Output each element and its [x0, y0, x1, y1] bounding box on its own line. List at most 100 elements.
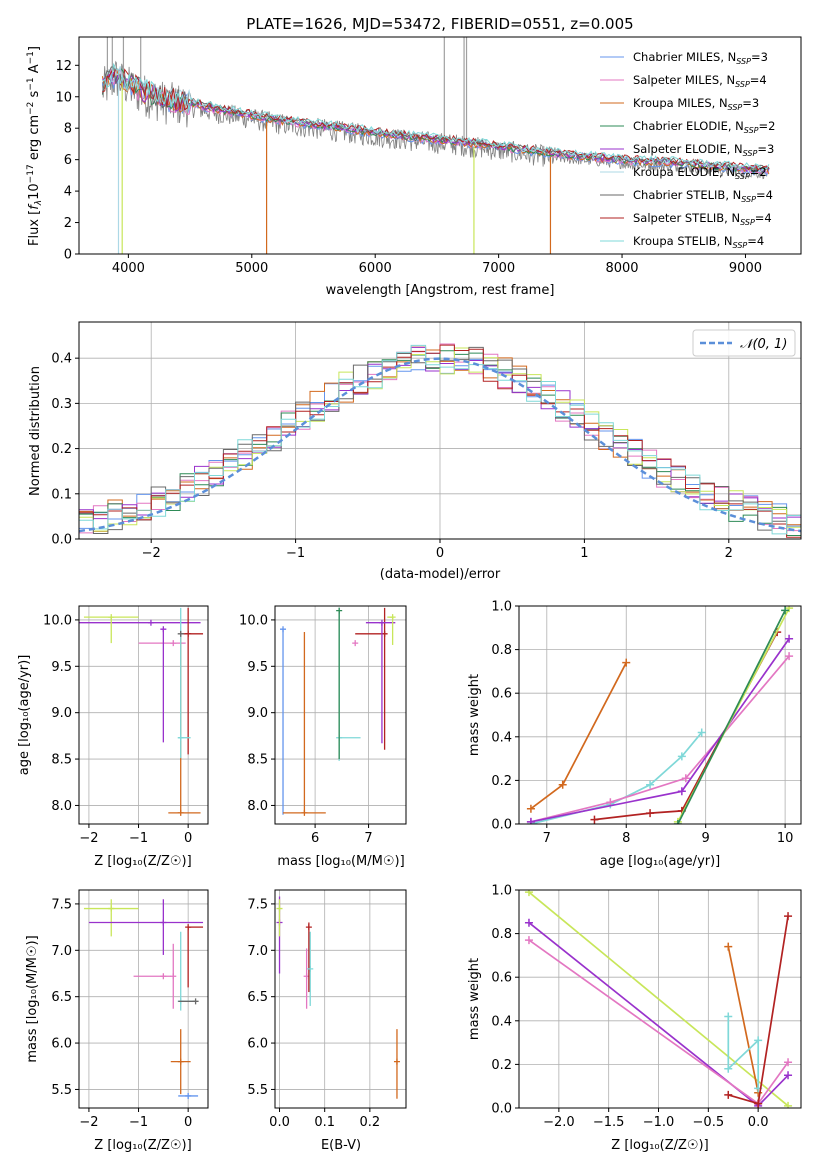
age-vs-Z-xlabel: Z [log₁₀(Z/Z☉)]: [94, 854, 191, 869]
weight-series-marker: [781, 606, 790, 615]
weight-vs-Z-ylabel: mass weight: [467, 958, 482, 1040]
spectrum-ylabel-close: ]: [27, 46, 42, 51]
weight-vs-age-ytick-label: 0.8: [491, 643, 512, 658]
spectrum-ylabel-unit1: 10: [27, 183, 42, 200]
weight-series-marker: [677, 787, 686, 796]
age-vs-mass-frame: [274, 605, 407, 825]
legend-entry-text: Kroupa ELODIE, N: [633, 165, 735, 179]
weight-vs-Z-ytick-label: 0.2: [491, 1058, 512, 1073]
spectrum-ylabel-exp1: −17: [26, 164, 36, 183]
mass-vs-ebv-xtick-label: 0.2: [360, 1115, 381, 1130]
spectrum-ytick-label: 4: [64, 185, 72, 200]
weight-vs-Z-ticks: −2.0 −1.5 −1.0 −0.5 0.0 0.0 0.2 0.4 0.6 0.8 1.0: [491, 884, 768, 1131]
weight-series-marker: [724, 942, 733, 951]
weight-vs-Z-ytick-label: 0.4: [491, 1014, 512, 1029]
mass-vs-ebv-xlabel: E(B-V): [321, 1138, 361, 1153]
age-vs-Z-xtick-label: 0: [184, 831, 192, 846]
legend-entry-sub: SSP: [735, 80, 750, 89]
residual-histogram-line: [79, 346, 801, 534]
weight-series-marker: [697, 728, 706, 737]
weight-vs-age-ticks: 7 8 9 10 0.0 0.2 0.4 0.6 0.8 1.0: [491, 600, 793, 847]
age-vs-Z-frame: [78, 605, 209, 825]
data-point-marker: [280, 626, 287, 633]
data-point-marker: [192, 998, 199, 1005]
weight-series-marker: [526, 817, 535, 824]
legend-entry-suffix: =2: [750, 165, 767, 179]
age-vs-mass-ytick-label: 9.0: [247, 706, 268, 721]
spectrum-ytick-label: 0: [64, 248, 72, 263]
spectrum-ylabel-exp4: −1: [26, 51, 36, 64]
legend-entry-suffix: =4: [750, 73, 767, 87]
legend-entry-sub: SSP: [741, 195, 756, 204]
model-spectrum-line: [102, 62, 770, 171]
legend-entry-text: Chabrier STELIB, N: [633, 188, 741, 202]
weight-vs-age-xlabel: age [log₁₀(age/yr)]: [600, 854, 721, 869]
mass-vs-ebv-ytick-label: 5.5: [247, 1083, 268, 1098]
weight-series-line: [530, 638, 790, 823]
data-point-marker: [108, 905, 115, 912]
age-vs-Z-ytick-label: 8.5: [51, 753, 72, 768]
legend-entry: Chabrier ELODIE, NSSP=2: [633, 119, 775, 135]
mass-vs-Z-xlabel: Z [log₁₀(Z/Z☉)]: [94, 1138, 191, 1153]
figure-title: PLATE=1626, MJD=53472, FIBERID=0551, z=0…: [246, 15, 633, 33]
data-point-marker: [108, 614, 115, 621]
residuals-ytick-label: 0.0: [51, 533, 72, 548]
legend-entry: Kroupa ELODIE, NSSP=2: [633, 165, 767, 181]
spectrum-xlabel: wavelength [Angstrom, rest frame]: [326, 283, 555, 298]
legend-entry-suffix: =3: [742, 96, 759, 110]
residuals-xtick-label: 2: [725, 546, 733, 561]
residuals-xlabel: (data-model)/error: [380, 567, 501, 582]
weight-vs-Z-xtick-label: 0.0: [748, 1115, 769, 1130]
data-point-marker: [177, 630, 184, 637]
weight-vs-age-ytick-label: 0.0: [491, 818, 512, 833]
legend-entry-text: Salpeter STELIB, N: [633, 211, 740, 225]
data-point-marker: [185, 924, 192, 931]
weight-series-marker: [785, 652, 794, 661]
mass-vs-ebv-grid: [275, 890, 406, 1108]
legend-entry: Salpeter STELIB, NSSP=4: [633, 211, 772, 227]
data-point-marker: [177, 809, 184, 816]
spectrum-ytick-label: 8: [64, 122, 72, 137]
spectrum-xtick-label: 5000: [235, 261, 268, 276]
data-point-marker: [305, 924, 312, 931]
spectrum-ytick-label: 12: [55, 59, 72, 74]
spectrum-xtick-label: 4000: [112, 261, 145, 276]
weight-series-marker: [524, 936, 533, 945]
age-vs-mass-ytick-label: 9.5: [247, 660, 268, 675]
spectrum-xtick-label: 9000: [729, 261, 762, 276]
legend-entry: Kroupa STELIB, NSSP=4: [633, 234, 764, 250]
weight-series-marker: [677, 752, 686, 761]
weight-vs-Z-xtick-label: −1.0: [643, 1115, 675, 1130]
weight-series-marker: [590, 815, 599, 824]
weight-vs-Z-frame: [518, 889, 802, 1109]
weight-series-line: [528, 891, 789, 1107]
residual-histogram-line: [79, 344, 801, 538]
data-point-marker: [185, 630, 192, 637]
age-vs-mass-xlabel: mass [log₁₀(M/M☉)]: [277, 854, 404, 869]
weight-series-line: [727, 946, 760, 1093]
residuals-legend: 𝒩(0, 1): [692, 329, 796, 357]
mass-vs-Z-ytick-label: 6.0: [51, 1037, 72, 1052]
weight-series-line: [530, 662, 627, 810]
age-vs-Z-plot-area: [79, 607, 204, 816]
weight-series-marker: [558, 780, 567, 789]
weight-vs-age-xtick-label: 8: [622, 831, 630, 846]
weight-series-marker: [785, 634, 794, 643]
legend-entry-sub: SSP: [728, 103, 743, 112]
mass-vs-Z-ytick-label: 7.5: [51, 897, 72, 912]
residuals-ytick-label: 0.2: [51, 442, 72, 457]
weight-vs-Z-xtick-label: −0.5: [693, 1115, 725, 1130]
legend-entry-suffix: =2: [759, 119, 776, 133]
weight-vs-age-ylabel: mass weight: [467, 674, 482, 756]
mass-vs-Z-ytick-label: 6.5: [51, 990, 72, 1005]
data-point-marker: [276, 905, 283, 912]
residuals-ticks: −2 −1 0 1 2 0.0 0.1 0.2 0.3 0.4: [51, 352, 733, 561]
mass-vs-ebv-ytick-label: 7.5: [247, 897, 268, 912]
weight-series-marker: [622, 658, 631, 667]
data-point-marker: [185, 1092, 192, 1099]
weight-series-line: [677, 610, 786, 824]
mass-vs-ebv-ticks: 0.0 0.1 0.2 5.5 6.0 6.5 7.0 7.5: [247, 897, 380, 1130]
weight-series-marker: [524, 918, 533, 927]
residuals-legend-box: [692, 329, 796, 357]
legend-entry-text: Salpeter ELODIE, N: [633, 142, 743, 156]
